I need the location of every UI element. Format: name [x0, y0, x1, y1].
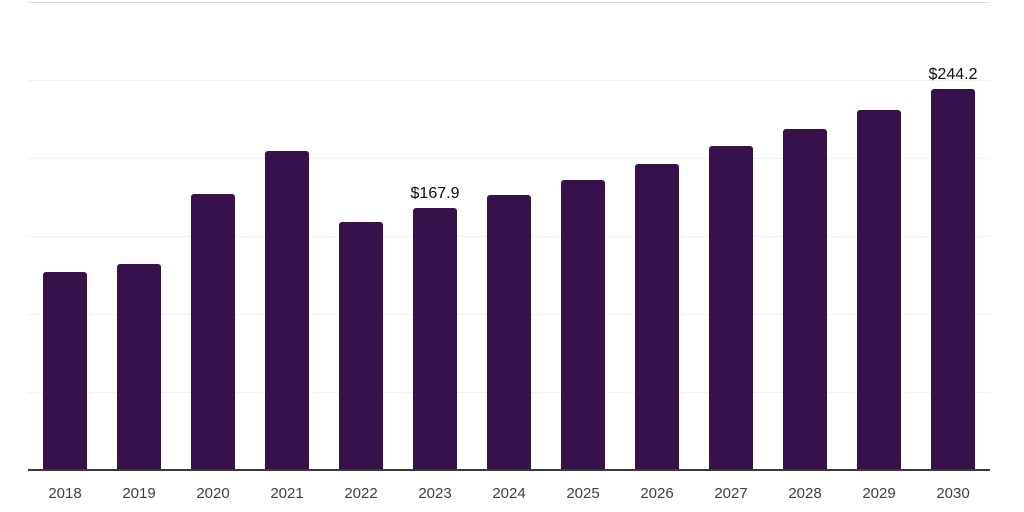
x-tick-label-2029: 2029	[862, 485, 896, 502]
x-tick-label-2020: 2020	[196, 485, 230, 502]
value-label-2030: $244.2	[928, 66, 978, 83]
bar-2021	[265, 151, 309, 470]
bar-2029	[857, 110, 901, 470]
x-tick-label-2026: 2026	[640, 485, 674, 502]
x-tick-label-2028: 2028	[788, 485, 822, 502]
x-tick-label-2018: 2018	[48, 485, 82, 502]
bar-2023	[413, 208, 457, 470]
x-tick-label-2021: 2021	[270, 485, 304, 502]
bar-2025	[561, 180, 605, 470]
bar-2026	[635, 164, 679, 470]
x-tick-label-2024: 2024	[492, 485, 526, 502]
bar-2030	[931, 89, 975, 470]
x-tick-label-2019: 2019	[122, 485, 156, 502]
bar-2022	[339, 222, 383, 470]
gridline	[28, 158, 990, 159]
gridline	[28, 80, 990, 81]
bar-2018	[43, 272, 87, 470]
gridline	[28, 2, 990, 3]
bar-2020	[191, 194, 235, 470]
x-tick-label-2022: 2022	[344, 485, 378, 502]
bar-2028	[783, 129, 827, 470]
x-axis-line	[28, 469, 990, 471]
x-tick-label-2027: 2027	[714, 485, 748, 502]
bar-2024	[487, 195, 531, 470]
x-tick-label-2030: 2030	[936, 485, 970, 502]
bar-2019	[117, 264, 161, 470]
value-label-2023: $167.9	[410, 185, 460, 202]
x-tick-label-2023: 2023	[418, 485, 452, 502]
x-tick-label-2025: 2025	[566, 485, 600, 502]
bar-2027	[709, 146, 753, 470]
